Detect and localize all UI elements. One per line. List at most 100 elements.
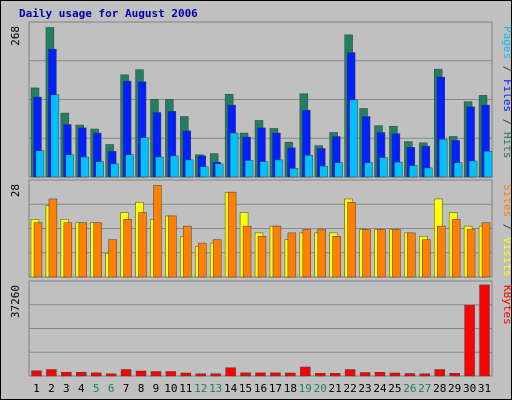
bar-hits-pages-day-7 bbox=[125, 154, 134, 178]
bar-visits-sites-day-22 bbox=[347, 202, 356, 278]
day-label-17: 17 bbox=[269, 382, 282, 395]
bar-kbytes-kbytes-day-28 bbox=[434, 369, 445, 377]
day-label-31: 31 bbox=[478, 382, 491, 395]
panel-hits-legend-part-2: Files bbox=[501, 79, 511, 112]
bar-hits-pages-day-3 bbox=[65, 154, 75, 178]
bar-visits-sites-day-8 bbox=[138, 212, 147, 278]
bar-hits-pages-day-4 bbox=[80, 156, 89, 178]
day-label-19: 19 bbox=[299, 382, 312, 395]
day-label-3: 3 bbox=[63, 382, 70, 395]
bar-kbytes-kbytes-day-2 bbox=[46, 369, 57, 377]
day-label-13: 13 bbox=[209, 382, 222, 395]
bar-hits-pages-day-22 bbox=[349, 99, 358, 178]
day-label-16: 16 bbox=[254, 382, 267, 395]
panel-hits-max-label: 268 bbox=[9, 26, 22, 46]
day-label-26: 26 bbox=[403, 382, 416, 395]
day-label-5: 5 bbox=[93, 382, 100, 395]
bar-visits-sites-day-30 bbox=[466, 229, 476, 278]
day-label-11: 11 bbox=[179, 382, 192, 395]
bar-kbytes-kbytes-day-19 bbox=[300, 366, 311, 377]
bar-kbytes-kbytes-day-12 bbox=[195, 373, 206, 377]
panel-visits-max-label: 28 bbox=[9, 184, 22, 197]
bar-visits-sites-day-11 bbox=[183, 225, 192, 278]
bar-kbytes-kbytes-day-11 bbox=[180, 372, 192, 377]
bar-kbytes-kbytes-day-16 bbox=[255, 372, 266, 377]
bar-hits-pages-day-13 bbox=[214, 163, 224, 178]
day-label-23: 23 bbox=[358, 382, 371, 395]
bar-hits-pages-day-10 bbox=[170, 155, 179, 178]
bar-kbytes-kbytes-day-25 bbox=[389, 372, 401, 377]
bar-kbytes-kbytes-day-27 bbox=[419, 373, 431, 377]
panel-hits-legend-part-4: Hits bbox=[501, 132, 511, 159]
bar-visits-sites-day-3 bbox=[63, 222, 73, 278]
bar-visits-sites-day-15 bbox=[242, 225, 252, 278]
day-label-24: 24 bbox=[373, 382, 387, 395]
day-label-6: 6 bbox=[108, 382, 115, 395]
panel-kbytes-max-label: 37260 bbox=[9, 285, 22, 318]
day-label-22: 22 bbox=[343, 382, 356, 395]
panel-visits: 28 Sites / Visits bbox=[9, 179, 512, 278]
bar-hits-pages-day-24 bbox=[379, 157, 388, 178]
bar-visits-sites-day-4 bbox=[78, 222, 87, 278]
bar-hits-pages-day-31 bbox=[483, 151, 493, 178]
bar-kbytes-kbytes-day-6 bbox=[105, 373, 117, 377]
bar-visits-sites-day-2 bbox=[48, 198, 58, 278]
bar-kbytes-kbytes-day-17 bbox=[270, 372, 281, 377]
panel-visits-legend-part-1: / bbox=[501, 217, 511, 237]
day-label-25: 25 bbox=[388, 382, 401, 395]
chart-panels: 268 Pages / Files / Hits 28 Sites / Visits 3… bbox=[9, 21, 512, 377]
day-label-14: 14 bbox=[224, 382, 238, 395]
day-label-1: 1 bbox=[33, 382, 40, 395]
bar-hits-pages-day-12 bbox=[200, 166, 209, 178]
bar-visits-sites-day-7 bbox=[123, 219, 132, 278]
panel-hits-legend-part-1: / bbox=[501, 59, 511, 79]
panel-kbytes: 37260 KBytes bbox=[9, 280, 512, 377]
day-label-29: 29 bbox=[448, 382, 461, 395]
bar-visits-sites-day-24 bbox=[377, 229, 386, 278]
bar-hits-pages-day-8 bbox=[140, 137, 149, 178]
bar-visits-sites-day-28 bbox=[437, 225, 446, 278]
bar-hits-pages-day-5 bbox=[95, 161, 104, 178]
bar-kbytes-kbytes-day-29 bbox=[449, 373, 460, 377]
bar-kbytes-kbytes-day-21 bbox=[329, 373, 341, 377]
day-label-21: 21 bbox=[329, 382, 342, 395]
bar-kbytes-kbytes-day-3 bbox=[61, 372, 72, 377]
bar-kbytes-kbytes-day-5 bbox=[90, 372, 102, 377]
day-label-9: 9 bbox=[153, 382, 160, 395]
bar-hits-pages-day-25 bbox=[394, 161, 403, 178]
bar-hits-pages-day-26 bbox=[409, 165, 418, 178]
bar-visits-sites-day-31 bbox=[481, 222, 491, 278]
bar-hits-pages-day-28 bbox=[439, 139, 448, 178]
bar-visits-sites-day-23 bbox=[362, 229, 371, 278]
bar-visits-sites-day-27 bbox=[422, 239, 431, 278]
bar-hits-pages-day-16 bbox=[259, 161, 269, 178]
panel-kbytes-legend-part-0: KBytes bbox=[501, 285, 511, 325]
bar-hits-pages-day-11 bbox=[185, 159, 194, 178]
bar-kbytes-kbytes-day-1 bbox=[31, 370, 42, 377]
bar-kbytes-kbytes-day-30 bbox=[464, 304, 475, 377]
bar-kbytes-kbytes-day-13 bbox=[210, 373, 221, 377]
panel-visits-legend-label: Sites / Visits bbox=[501, 184, 511, 277]
bar-visits-sites-day-19 bbox=[302, 229, 312, 278]
bar-hits-pages-day-15 bbox=[244, 160, 254, 178]
day-label-30: 30 bbox=[463, 382, 476, 395]
day-label-28: 28 bbox=[433, 382, 446, 395]
bar-visits-sites-day-18 bbox=[287, 232, 297, 278]
bar-visits-sites-day-13 bbox=[212, 239, 222, 278]
day-label-7: 7 bbox=[123, 382, 130, 395]
bar-hits-pages-day-9 bbox=[155, 156, 164, 178]
bar-visits-sites-day-12 bbox=[198, 242, 207, 278]
day-label-4: 4 bbox=[78, 382, 85, 395]
bar-hits-pages-day-30 bbox=[468, 160, 478, 178]
bar-hits-pages-day-6 bbox=[110, 163, 119, 178]
panel-hits-legend-part-0: Pages bbox=[501, 26, 511, 59]
bar-hits-pages-day-21 bbox=[334, 162, 343, 178]
bar-kbytes-kbytes-day-8 bbox=[135, 370, 147, 377]
panel-visits-legend-part-2: Visits bbox=[501, 237, 511, 277]
bar-hits-pages-day-1 bbox=[35, 150, 45, 178]
bar-kbytes-kbytes-day-31 bbox=[479, 284, 490, 377]
bar-hits-pages-day-18 bbox=[289, 168, 299, 178]
bar-kbytes-kbytes-day-23 bbox=[359, 372, 371, 377]
